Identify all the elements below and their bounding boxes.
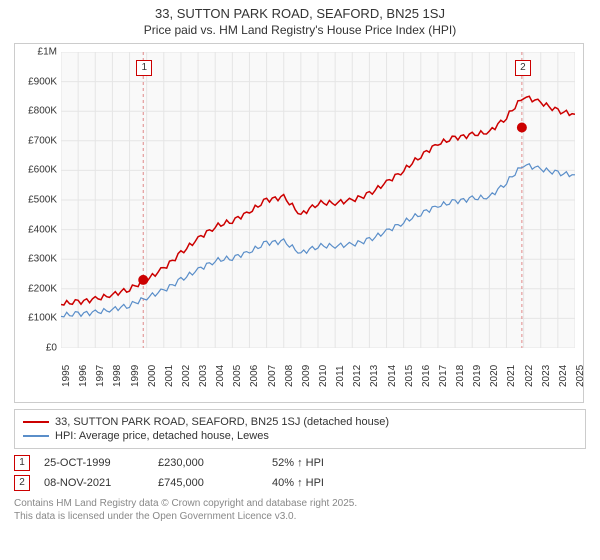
sale-row: 1 25-OCT-1999 £230,000 52% ↑ HPI	[14, 455, 586, 471]
x-tick-label: 2018	[455, 365, 466, 387]
x-tick-label: 2012	[352, 365, 363, 387]
sale-hpi: 40% ↑ HPI	[272, 477, 372, 489]
y-tick-label: £700K	[15, 135, 57, 146]
x-tick-label: 1996	[78, 365, 89, 387]
x-tick-label: 2020	[489, 365, 500, 387]
sale-price: £745,000	[158, 477, 258, 489]
x-tick-label: 2001	[164, 365, 175, 387]
legend-item: 33, SUTTON PARK ROAD, SEAFORD, BN25 1SJ …	[23, 416, 577, 428]
y-tick-label: £200K	[15, 283, 57, 294]
license-line2: This data is licensed under the Open Gov…	[14, 510, 586, 523]
y-tick-label: £1M	[15, 47, 57, 58]
x-tick-label: 2002	[181, 365, 192, 387]
chart-svg	[61, 52, 575, 348]
x-tick-label: 2019	[472, 365, 483, 387]
sale-date: 08-NOV-2021	[44, 477, 144, 489]
x-tick-label: 2025	[575, 365, 586, 387]
x-tick-label: 2007	[267, 365, 278, 387]
x-tick-label: 1997	[95, 365, 106, 387]
plot-area	[61, 52, 575, 348]
x-tick-label: 1995	[61, 365, 72, 387]
x-tick-label: 2023	[541, 365, 552, 387]
x-tick-label: 2004	[215, 365, 226, 387]
sale-date: 25-OCT-1999	[44, 457, 144, 469]
legend-item: HPI: Average price, detached house, Lewe…	[23, 430, 577, 442]
marker-index: 2	[515, 60, 531, 76]
x-tick-label: 2008	[284, 365, 295, 387]
legend-swatch	[23, 421, 49, 423]
y-tick-label: £300K	[15, 254, 57, 265]
x-tick-label: 2015	[404, 365, 415, 387]
x-tick-label: 2000	[147, 365, 158, 387]
chart-title: 33, SUTTON PARK ROAD, SEAFORD, BN25 1SJ	[14, 6, 586, 21]
legend: 33, SUTTON PARK ROAD, SEAFORD, BN25 1SJ …	[14, 409, 586, 449]
y-tick-label: £600K	[15, 165, 57, 176]
x-tick-label: 2022	[524, 365, 535, 387]
x-tick-label: 2011	[335, 365, 346, 387]
x-tick-label: 2010	[318, 365, 329, 387]
y-tick-label: £100K	[15, 313, 57, 324]
chart-subtitle: Price paid vs. HM Land Registry's House …	[14, 23, 586, 37]
sale-index: 1	[14, 455, 30, 471]
legend-label: HPI: Average price, detached house, Lewe…	[55, 430, 269, 442]
marker-index: 1	[136, 60, 152, 76]
x-tick-label: 2014	[387, 365, 398, 387]
sale-index: 2	[14, 475, 30, 491]
y-tick-label: £0	[15, 343, 57, 354]
x-tick-label: 2009	[301, 365, 312, 387]
legend-swatch	[23, 435, 49, 437]
y-tick-label: £800K	[15, 106, 57, 117]
sale-hpi: 52% ↑ HPI	[272, 457, 372, 469]
sale-row: 2 08-NOV-2021 £745,000 40% ↑ HPI	[14, 475, 586, 491]
legend-label: 33, SUTTON PARK ROAD, SEAFORD, BN25 1SJ …	[55, 416, 389, 428]
sale-price: £230,000	[158, 457, 258, 469]
sales-table: 1 25-OCT-1999 £230,000 52% ↑ HPI 2 08-NOV-202…	[14, 455, 586, 491]
x-tick-label: 1999	[130, 365, 141, 387]
y-tick-label: £500K	[15, 195, 57, 206]
x-tick-label: 1998	[112, 365, 123, 387]
x-tick-label: 2024	[558, 365, 569, 387]
license-line1: Contains HM Land Registry data © Crown c…	[14, 497, 586, 510]
y-tick-label: £400K	[15, 224, 57, 235]
x-tick-label: 2021	[506, 365, 517, 387]
x-tick-label: 2005	[232, 365, 243, 387]
x-tick-label: 2013	[369, 365, 380, 387]
chart-container: £0 £100K £200K £300K £400K £500K £600K £700K £80…	[14, 43, 584, 403]
x-tick-label: 2017	[438, 365, 449, 387]
license-text: Contains HM Land Registry data © Crown c…	[14, 497, 586, 523]
x-tick-label: 2003	[198, 365, 209, 387]
y-tick-label: £900K	[15, 76, 57, 87]
x-tick-label: 2016	[421, 365, 432, 387]
x-tick-label: 2006	[249, 365, 260, 387]
